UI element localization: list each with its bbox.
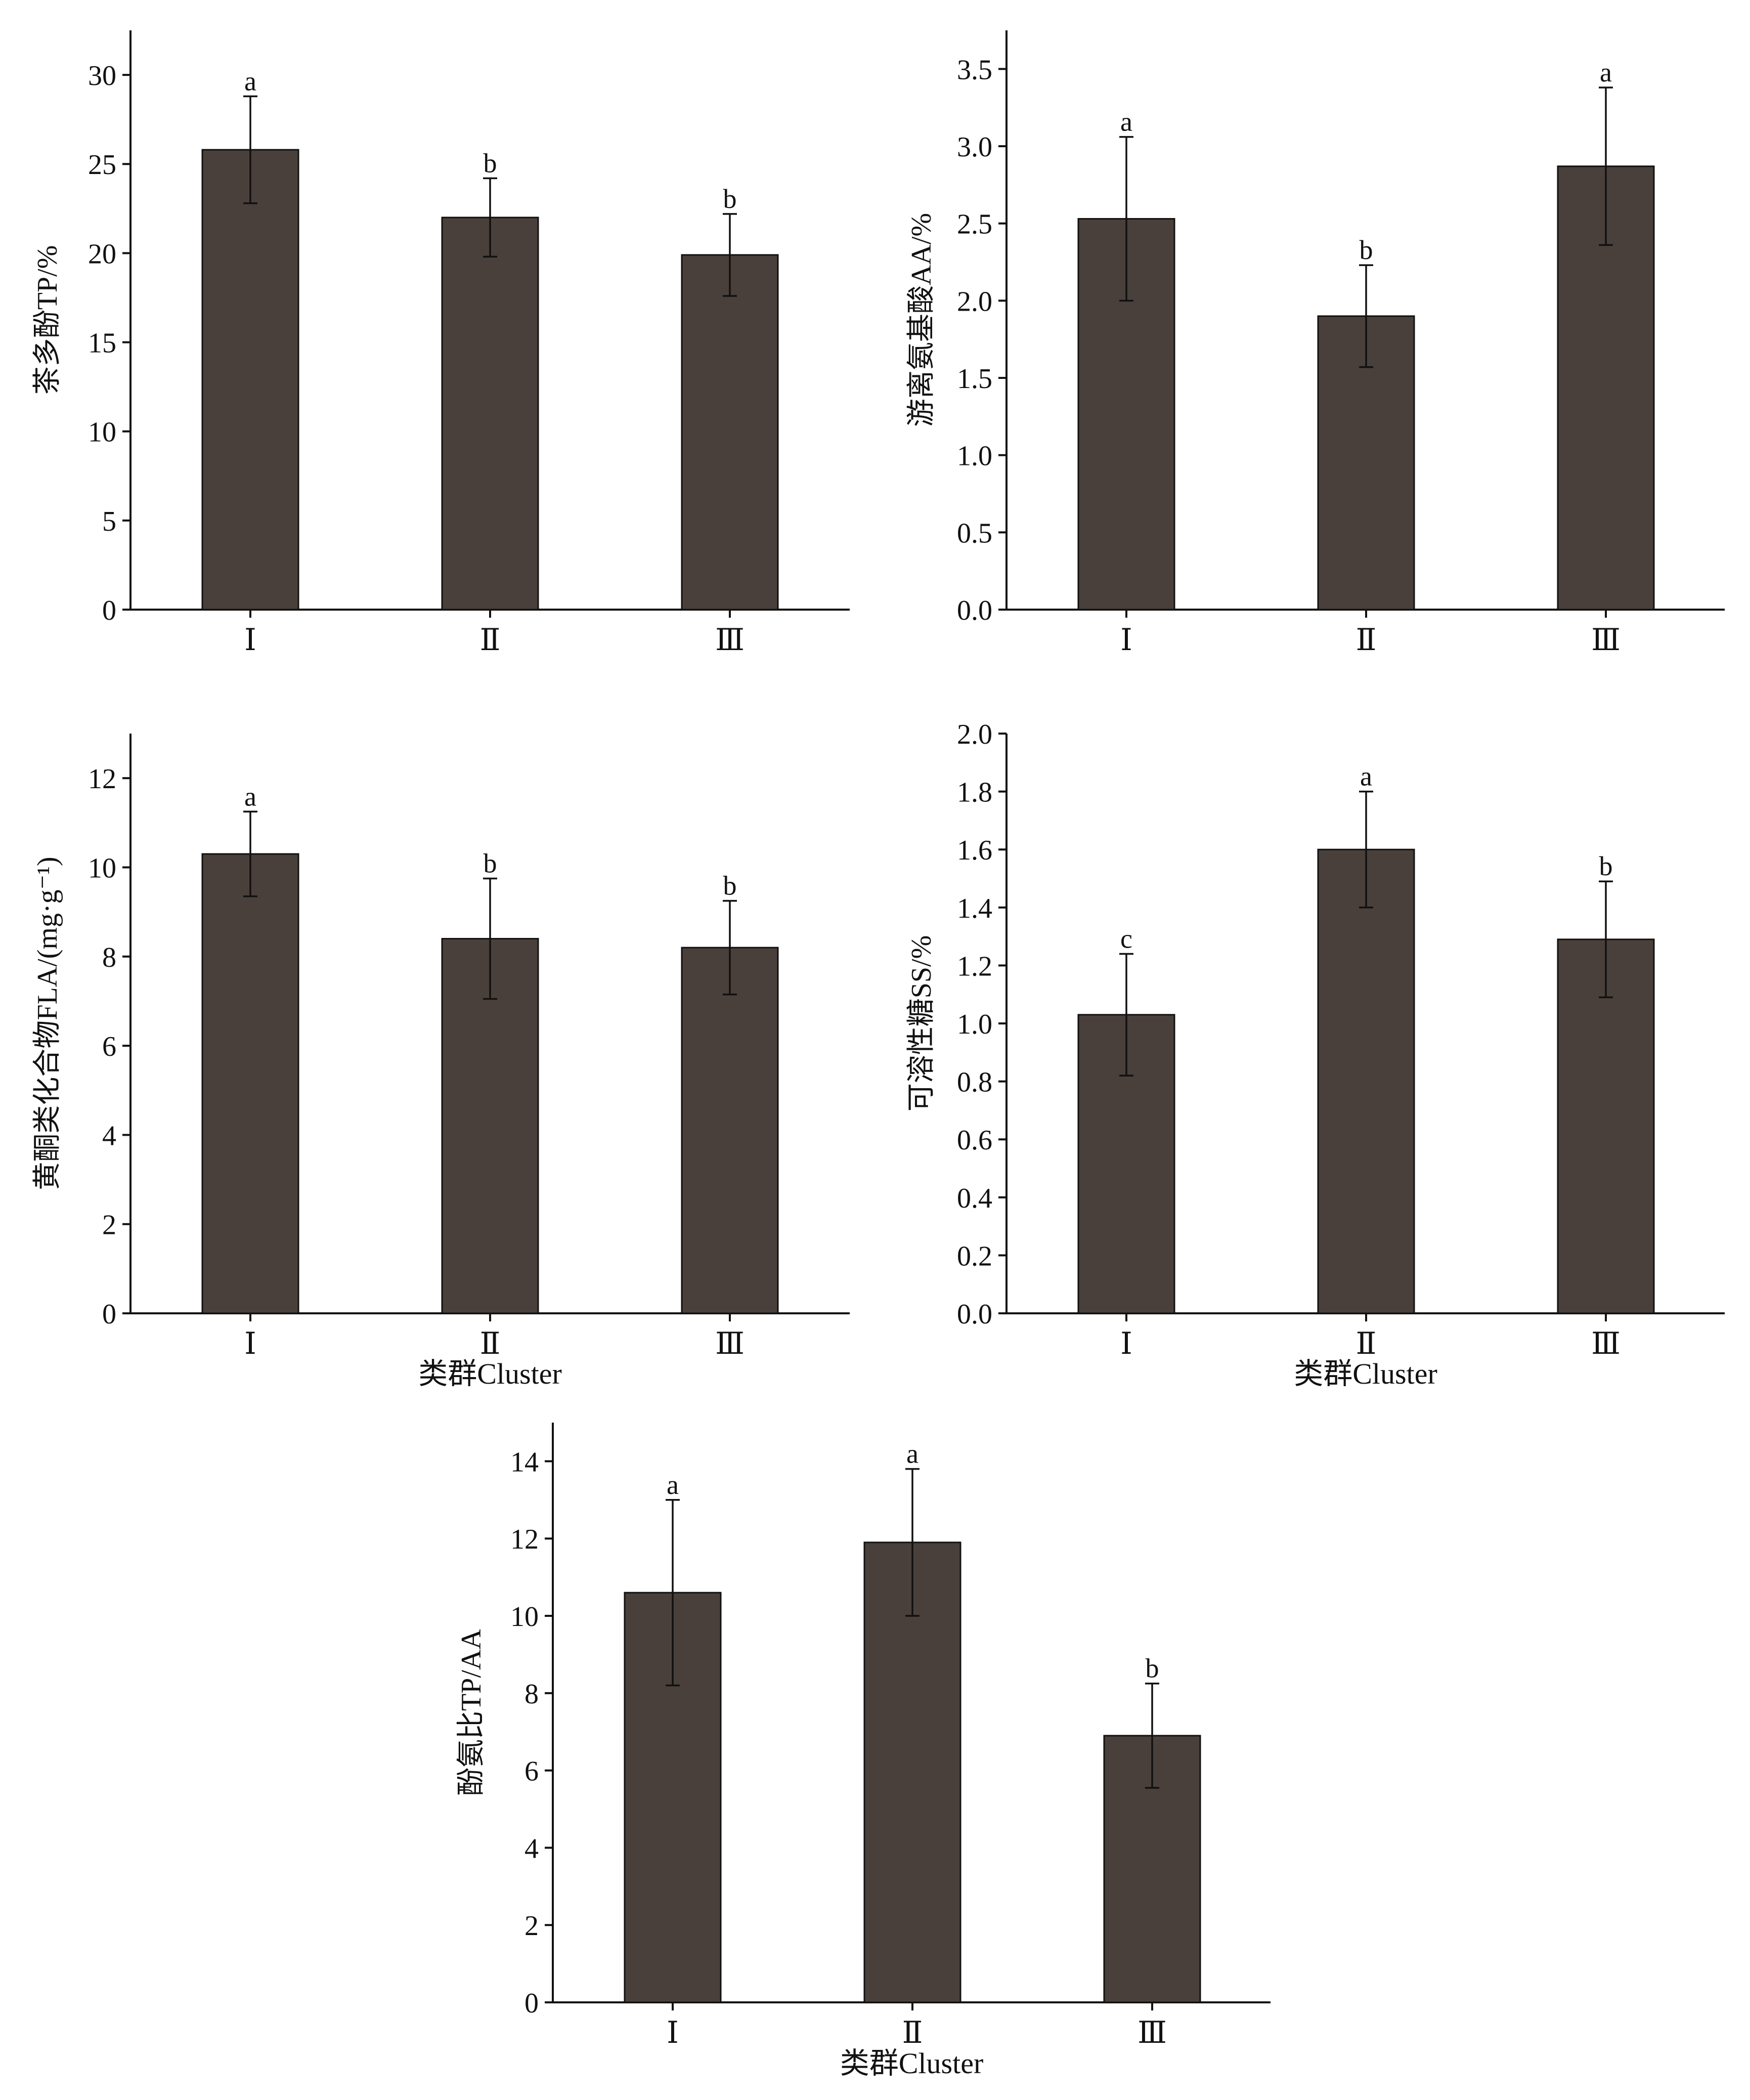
y-tick-label: 4 [524, 1833, 539, 1864]
y-tick-label: 4 [102, 1120, 116, 1151]
y-tick-label: 1.0 [957, 1009, 992, 1040]
category-label: Ⅰ [244, 1327, 256, 1360]
y-tick-label: 2 [524, 1910, 539, 1942]
y-tick-label: 15 [88, 328, 116, 359]
significance-label: b [484, 148, 497, 178]
y-tick-label: 0.5 [957, 518, 992, 549]
x-axis-label: 类群Cluster [840, 2047, 984, 2080]
significance-label: a [1360, 761, 1372, 792]
category-label: Ⅲ [715, 623, 745, 657]
y-tick-label: 2.5 [957, 209, 992, 240]
y-tick-label: 5 [102, 506, 116, 537]
y-tick-label: 0 [102, 1299, 116, 1330]
bar [201, 853, 299, 1314]
significance-label: b [723, 871, 737, 901]
category-label: Ⅱ [480, 1327, 501, 1360]
y-tick-label: 6 [102, 1031, 116, 1062]
y-axis-label: 可溶性糖SS/% [906, 935, 937, 1112]
category-label: Ⅱ [902, 2016, 923, 2049]
significance-label: a [1120, 107, 1132, 137]
y-tick-label: 8 [524, 1679, 539, 1710]
y-tick-label: 10 [510, 1601, 539, 1633]
y-tick-label: 0.0 [957, 595, 992, 626]
bar [441, 217, 539, 611]
bar [863, 1541, 961, 2003]
y-tick-label: 0.8 [957, 1067, 992, 1098]
category-label: Ⅰ [244, 623, 256, 657]
chart-ratio: 0 2 4 6 8 10 12 14 a Ⅰa Ⅱb Ⅲ 酚氨比TP/AA 类群Cluster [456, 1423, 1271, 2080]
y-tick-label: 12 [88, 763, 116, 795]
y-axis-label: 游离氨基酸AA/% [906, 213, 937, 427]
category-label: Ⅱ [480, 623, 501, 657]
y-tick-label: 20 [88, 238, 116, 270]
category-label: Ⅰ [1120, 1327, 1132, 1360]
category-label: Ⅲ [1591, 623, 1621, 657]
bar [1317, 848, 1415, 1314]
y-tick-label: 0.0 [957, 1299, 992, 1330]
y-tick-label: 2.0 [957, 719, 992, 750]
y-tick-label: 1.8 [957, 777, 992, 808]
significance-label: b [723, 184, 737, 214]
y-tick-label: 2 [102, 1210, 116, 1241]
y-axis-label: 黄酮类化合物FLA/(mg·g⁻¹) [32, 856, 63, 1190]
y-tick-label: 25 [88, 149, 116, 181]
bar [681, 254, 779, 611]
y-tick-label: 1.0 [957, 441, 992, 472]
category-label: Ⅲ [1591, 1327, 1621, 1360]
significance-label: c [1120, 923, 1132, 954]
y-tick-label: 10 [88, 852, 116, 884]
significance-label: a [906, 1439, 918, 1469]
significance-label: a [1600, 57, 1612, 88]
bar [681, 947, 779, 1314]
significance-label: b [484, 848, 497, 879]
y-tick-label: 0 [524, 1988, 539, 2019]
category-label: Ⅱ [1356, 623, 1377, 657]
x-axis-label: 类群Cluster [1294, 1357, 1437, 1390]
y-tick-label: 1.5 [957, 363, 992, 395]
x-axis-label: 类群Cluster [418, 1357, 562, 1390]
significance-label: a [244, 66, 256, 96]
y-tick-label: 3.5 [957, 54, 992, 85]
y-tick-label: 0.2 [957, 1240, 992, 1272]
category-label: Ⅱ [1356, 1327, 1377, 1360]
chart-ss: 0.0 0.2 0.4 0.6 0.8 1.0 1.2 1.4 1.6 1.8 2.0 c Ⅰa Ⅱb Ⅲ 可… [906, 719, 1725, 1390]
significance-label: a [244, 781, 256, 811]
chart-tp: 0 5 10 15 20 25 30 a Ⅰb Ⅱb Ⅲ 茶多酚TP/% [32, 30, 850, 657]
y-axis-label: 茶多酚TP/% [32, 245, 63, 395]
y-tick-label: 6 [524, 1756, 539, 1787]
y-tick-label: 0 [102, 595, 116, 626]
y-tick-label: 3.0 [957, 132, 992, 163]
significance-label: a [667, 1470, 679, 1500]
category-label: Ⅰ [1120, 623, 1132, 657]
y-tick-label: 10 [88, 417, 116, 448]
bar [441, 938, 539, 1314]
y-tick-label: 2.0 [957, 286, 992, 317]
chart-aa: 0.0 0.5 1.0 1.5 2.0 2.5 3.0 3.5 a Ⅰb Ⅱa Ⅲ 游离氨基酸AA/% [906, 30, 1725, 657]
category-label: Ⅲ [1138, 2016, 1167, 2049]
bar [1557, 938, 1655, 1314]
y-tick-label: 12 [510, 1524, 539, 1555]
significance-label: b [1146, 1653, 1159, 1684]
significance-label: b [1360, 235, 1373, 265]
category-label: Ⅲ [715, 1327, 745, 1360]
y-tick-label: 0.6 [957, 1125, 992, 1156]
bar [201, 149, 299, 611]
y-axis-label: 酚氨比TP/AA [456, 1629, 487, 1796]
y-tick-label: 1.4 [957, 893, 992, 924]
chart-fla: 0 2 4 6 8 10 12 a Ⅰb Ⅱb Ⅲ 黄酮类化合物FLA/(mg·g⁻¹) 类群Clust… [32, 734, 850, 1390]
y-tick-label: 30 [88, 60, 116, 92]
y-tick-label: 8 [102, 942, 116, 973]
y-tick-label: 0.4 [957, 1183, 992, 1214]
significance-label: b [1599, 851, 1613, 881]
y-tick-label: 1.6 [957, 835, 992, 866]
y-tick-label: 1.2 [957, 951, 992, 982]
category-label: Ⅰ [667, 2016, 679, 2049]
y-tick-label: 14 [510, 1446, 539, 1478]
